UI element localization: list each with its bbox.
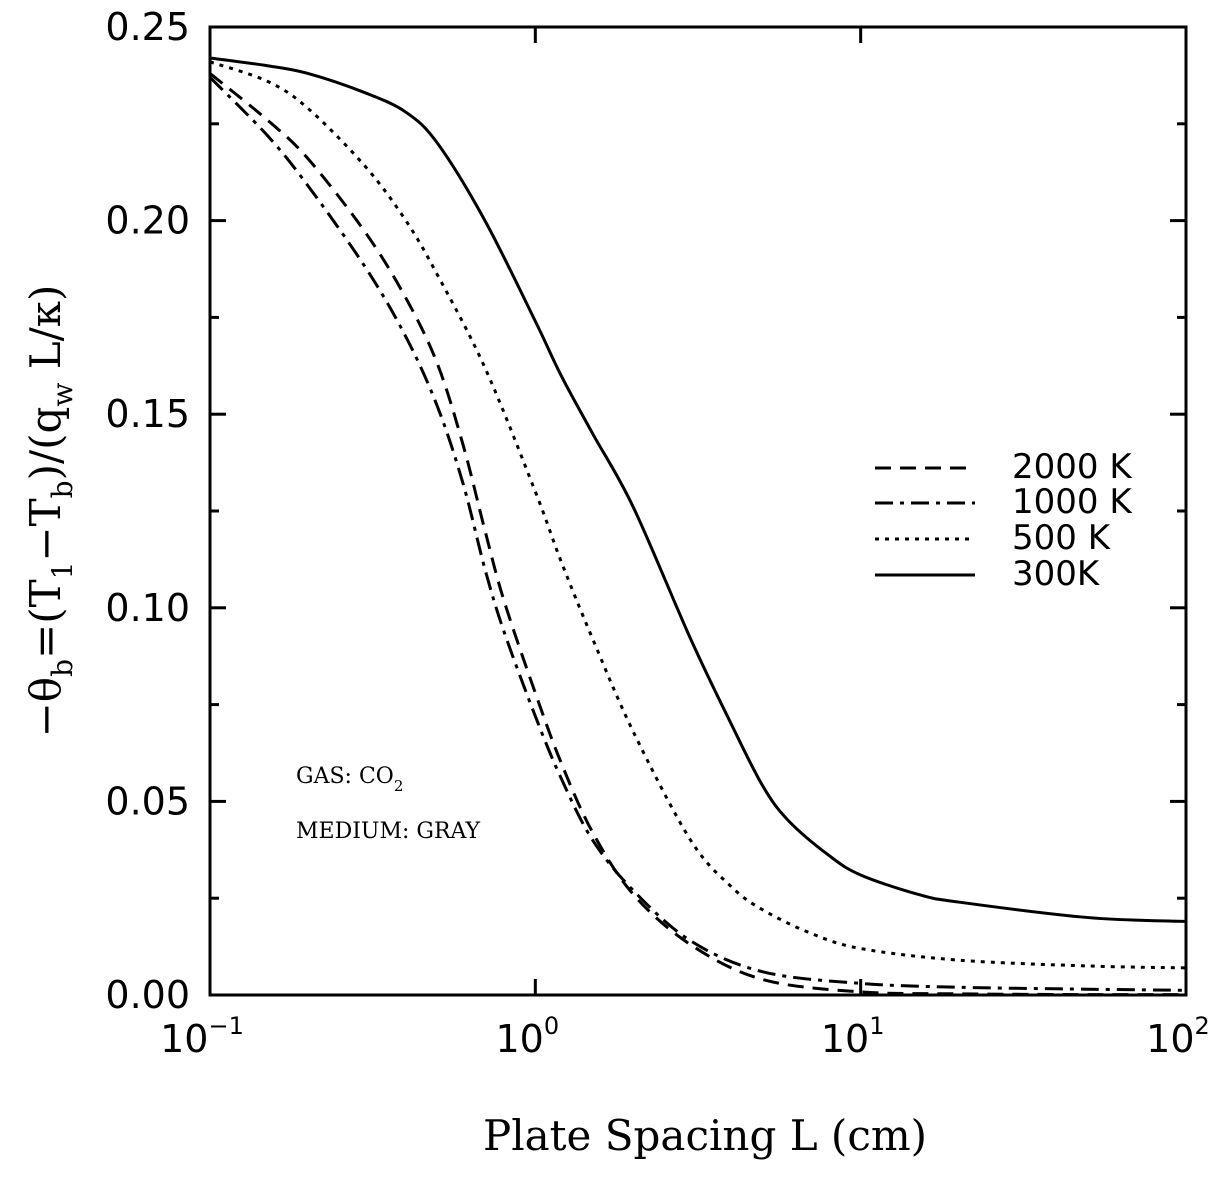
legend: 2000 K 1000 K 500 K 300K <box>875 447 1133 594</box>
x-tick-label: 10−1 <box>160 1012 244 1061</box>
gas-annotation: GAS: CO2 <box>296 764 403 795</box>
x-tick-label: 101 <box>821 1012 885 1061</box>
medium-annotation: MEDIUM: GRAY <box>296 819 481 844</box>
axis-ticks <box>208 25 1188 997</box>
series-line-1000k <box>208 76 1187 992</box>
x-tick-label: 100 <box>496 1012 560 1061</box>
series-line-2000k <box>209 72 1187 997</box>
series-line-300k <box>209 56 1187 923</box>
legend-label-300k: 300K <box>1012 554 1101 594</box>
y-tick-label: 0.00 <box>105 973 190 1017</box>
x-tick-label: 102 <box>1146 1012 1210 1061</box>
y-tick-label: 0.20 <box>105 199 190 243</box>
legend-label-500k: 500 K <box>1012 518 1112 558</box>
y-tick-label: 0.25 <box>105 5 190 49</box>
legend-label-1000k: 1000 K <box>1012 482 1133 522</box>
y-axis-title: −θb=(T1−Tb)/(qw L/κ) <box>21 285 79 738</box>
legend-label-2000k: 2000 K <box>1012 447 1133 487</box>
x-axis-title: Plate Spacing L (cm) <box>483 1111 927 1160</box>
y-tick-label: 0.15 <box>105 392 190 436</box>
series-curves <box>208 56 1187 997</box>
y-tick-label: 0.10 <box>105 586 190 630</box>
y-tick-label: 0.05 <box>105 779 190 823</box>
tick-labels: 0.00 0.05 0.10 0.15 0.20 0.25 10−1 100 101 102 <box>105 5 1209 1061</box>
